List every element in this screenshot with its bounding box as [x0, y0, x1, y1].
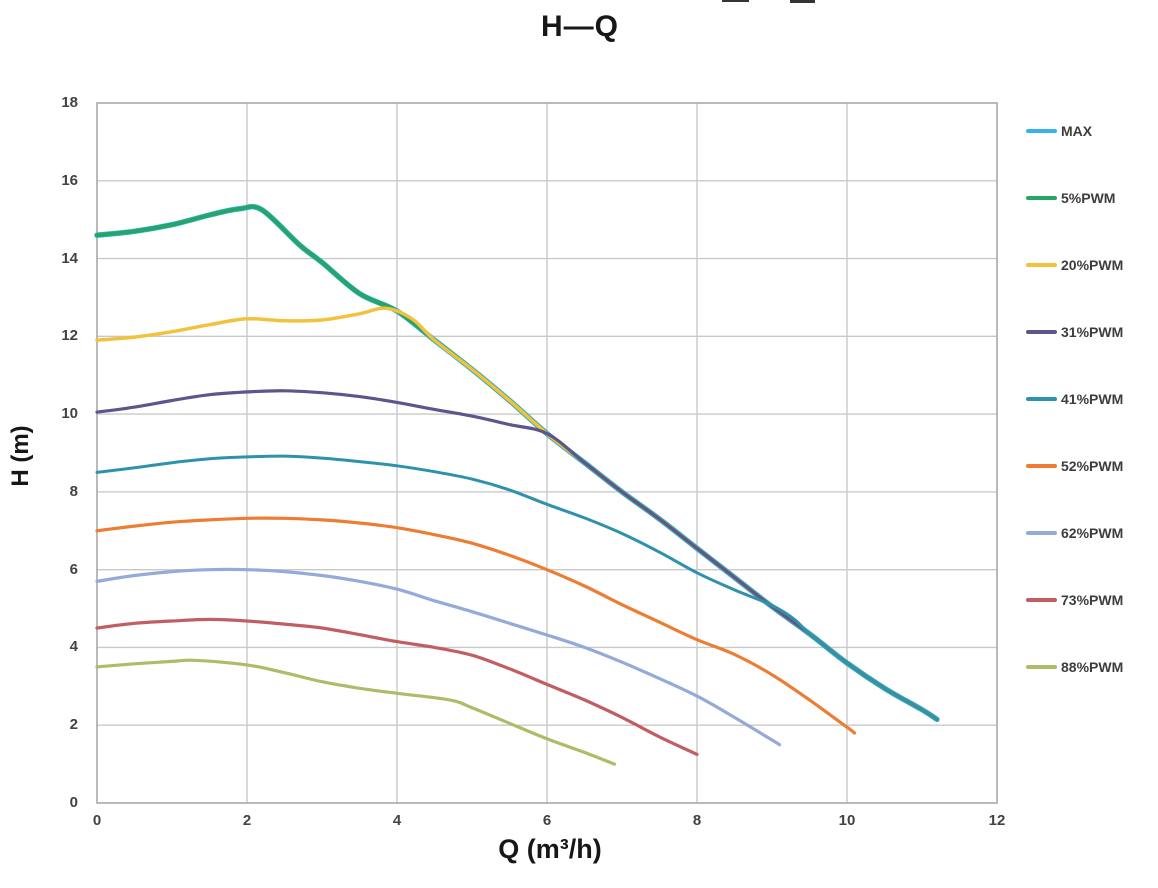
- legend-label: 31%PWM: [1061, 324, 1124, 340]
- y-tick-label: 4: [69, 638, 78, 656]
- y-tick-label: 18: [61, 94, 78, 111]
- y-tick-label: 12: [61, 327, 78, 345]
- legend-label: 5%PWM: [1061, 190, 1116, 206]
- x-axis-label: Q (m³/h): [498, 834, 602, 864]
- y-tick-label: 10: [61, 405, 78, 423]
- y-tick-label: 0: [69, 794, 78, 811]
- legend-line-swatch: [1026, 196, 1057, 200]
- x-tick-label: 6: [542, 812, 552, 829]
- legend-label: 88%PWM: [1061, 659, 1124, 675]
- legend-line-swatch: [1026, 531, 1057, 535]
- legend-line-swatch: [1026, 330, 1057, 334]
- x-tick-label: 8: [692, 812, 702, 829]
- legend: MAX 5%PWM 20%PWM 31%PWM 41%PWM 52%PWM 62%PWM 73…: [1026, 122, 1123, 676]
- plot-border: [96, 102, 998, 804]
- legend-item-41pctpwm: 41%PWM: [1026, 390, 1123, 408]
- series-line-41pctpwm: [95, 454, 939, 721]
- legend-line-swatch: [1026, 598, 1057, 602]
- chart-title: H—Q: [541, 10, 619, 43]
- series-line-62pctpwm: [95, 567, 782, 747]
- y-tick-label: 14: [61, 249, 78, 267]
- legend-label: 20%PWM: [1061, 257, 1124, 273]
- legend-line-swatch: [1026, 464, 1057, 468]
- x-tick-label: 4: [392, 812, 402, 829]
- legend-item-62pctpwm: 62%PWM: [1026, 524, 1123, 542]
- x-tick-label: 10: [838, 812, 856, 829]
- legend-label: 73%PWM: [1061, 592, 1124, 608]
- legend-label: MAX: [1061, 123, 1093, 139]
- x-tick-label: 0: [92, 812, 102, 829]
- legend-line-swatch: [1026, 263, 1057, 267]
- legend-item-max: MAX: [1026, 122, 1123, 140]
- series-line-max: [94, 203, 940, 723]
- legend-label: 41%PWM: [1061, 391, 1124, 407]
- series-line-73pctpwm: [95, 617, 699, 756]
- legend-line-swatch: [1026, 397, 1057, 401]
- series-line-88pctpwm: [95, 658, 617, 766]
- x-tick-label: 2: [242, 812, 252, 829]
- legend-item-52pctpwm: 52%PWM: [1026, 457, 1123, 475]
- legend-label: 52%PWM: [1061, 458, 1124, 474]
- y-tick-label: 6: [69, 560, 78, 578]
- y-tick-label: 8: [69, 482, 78, 500]
- legend-item-5pctpwm: 5%PWM: [1026, 189, 1123, 207]
- y-tick-label: 16: [61, 171, 78, 189]
- legend-item-88pctpwm: 88%PWM: [1026, 658, 1123, 676]
- y-tick-label: 2: [69, 716, 78, 734]
- legend-line-swatch: [1026, 665, 1057, 669]
- series-line-20pctpwm: [95, 306, 939, 722]
- series-line-5pctpwm: [94, 204, 940, 722]
- x-tick-label: 12: [988, 812, 1006, 829]
- series-line-52pctpwm: [95, 516, 857, 735]
- cropped-artifact: [722, 0, 749, 2]
- legend-item-73pctpwm: 73%PWM: [1026, 591, 1123, 609]
- legend-line-swatch: [1026, 129, 1057, 133]
- legend-item-20pctpwm: 20%PWM: [1026, 256, 1123, 274]
- legend-item-31pctpwm: 31%PWM: [1026, 323, 1123, 341]
- cropped-artifact: [790, 0, 815, 3]
- legend-label: 62%PWM: [1061, 525, 1124, 541]
